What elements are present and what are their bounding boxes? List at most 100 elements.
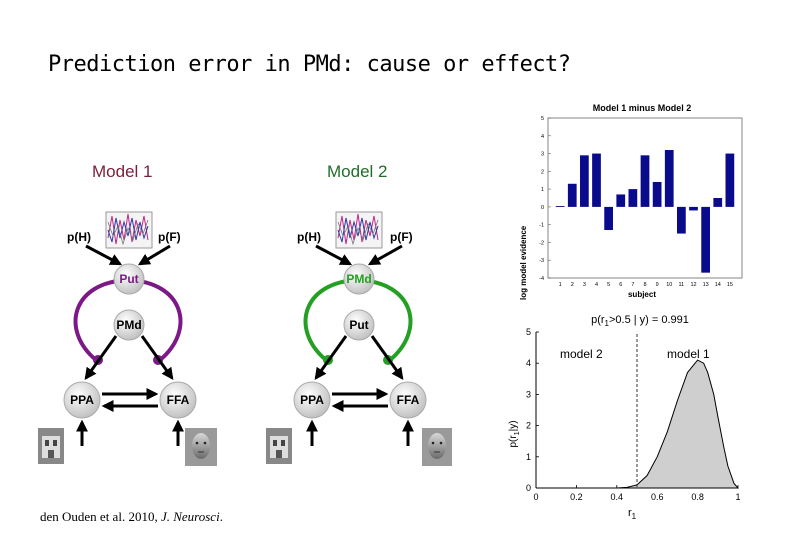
x-tick-label: 1 <box>735 492 740 502</box>
p-f-label: p(F) <box>390 230 413 244</box>
bar <box>555 206 565 207</box>
posterior-chart-ylabel: p(r1|y) <box>508 420 521 447</box>
model-2-region-label: model 2 <box>560 347 603 361</box>
model-2-title: Model 2 <box>327 162 388 181</box>
model-diagrams: p(H) p(F) Put PMd PPA FFA <box>38 211 452 466</box>
stimulus-trace-icon <box>335 211 383 249</box>
model-2-ppa-label: PPA <box>300 393 324 407</box>
x-tick-label: 0 <box>533 492 538 502</box>
posterior-chart: p(r1>0.5 | y) = 0.991 p(r1|y) r1 model 2… <box>508 314 741 521</box>
x-tick-label: 0.2 <box>570 492 583 502</box>
y-tick-label: -3 <box>539 258 544 264</box>
y-tick-label: 3 <box>541 152 544 158</box>
x-tick-label: 11 <box>679 282 685 288</box>
model-1-diagram: p(H) p(F) Put PMd PPA FFA <box>38 211 217 466</box>
model-1-top-node <box>113 263 145 295</box>
model-1-title: Model 1 <box>92 162 153 181</box>
y-tick-label: -1 <box>539 223 544 229</box>
y-tick-label: 5 <box>541 116 544 122</box>
bar <box>567 183 577 207</box>
posterior-chart-title: p(r1>0.5 | y) = 0.991 <box>591 314 689 328</box>
bar <box>628 189 638 207</box>
bar <box>640 155 650 207</box>
y-tick-label: 1 <box>541 187 544 193</box>
x-tick-label: 0.6 <box>651 492 664 502</box>
x-tick-label: 14 <box>715 282 721 288</box>
model-1-middle-node <box>113 309 145 341</box>
x-tick-label: 15 <box>727 282 733 288</box>
x-tick-label: 0.8 <box>691 492 704 502</box>
face-image-icon <box>422 428 452 466</box>
bar-chart-title: Model 1 minus Model 2 <box>593 103 692 113</box>
model-1-ffa-node <box>159 381 197 419</box>
model-2-ffa-label: FFA <box>397 393 420 407</box>
stimulus-trace-icon <box>105 211 153 249</box>
bar <box>592 153 601 207</box>
bar <box>713 198 723 207</box>
density-area <box>616 359 740 489</box>
bar-chart-axes-frame <box>547 117 743 279</box>
bar <box>725 153 735 207</box>
y-tick-label: 5 <box>526 327 531 337</box>
x-tick-label: 5 <box>607 282 610 288</box>
x-tick-label: 3 <box>583 282 586 288</box>
y-tick-label: 2 <box>541 169 544 175</box>
model-1-middle-node-label: PMd <box>116 318 141 332</box>
model-2-middle-node-label: Put <box>349 318 368 332</box>
p-f-label: p(F) <box>158 230 181 244</box>
model-1-ppa-node <box>63 381 101 419</box>
model-2-ffa-node <box>389 381 427 419</box>
x-tick-label: 2 <box>571 282 574 288</box>
model-2-middle-node <box>343 309 375 341</box>
bar <box>677 206 686 234</box>
y-tick-label: 0 <box>526 483 531 493</box>
model-2-top-node-label: PMd <box>346 272 371 286</box>
bar-chart-ylabel: log model evidence <box>519 225 528 300</box>
y-tick-label: 4 <box>541 134 544 140</box>
bar <box>689 206 698 211</box>
y-tick-label: 4 <box>526 358 531 368</box>
x-tick-label: 0.4 <box>611 492 624 502</box>
house-image-icon <box>38 428 64 464</box>
x-tick-label: 13 <box>703 282 709 288</box>
y-tick-label: 1 <box>526 452 531 462</box>
model-1-ffa-label: FFA <box>167 393 190 407</box>
citation: den Ouden et al. 2010, J. Neurosci. <box>40 509 223 524</box>
bar <box>652 182 662 207</box>
model-1-ppa-label: PPA <box>70 393 94 407</box>
x-tick-label: 7 <box>631 282 634 288</box>
model-2-top-node <box>343 263 375 295</box>
p-h-label: p(H) <box>297 230 321 244</box>
model-2-ppa-node <box>293 381 331 419</box>
x-tick-label: 6 <box>619 282 622 288</box>
posterior-chart-ticks: 0 0.2 0.4 0.6 0.8 1 0 1 2 3 4 5 <box>526 327 741 502</box>
bar <box>664 150 674 207</box>
x-tick-label: 1 <box>559 282 562 288</box>
posterior-chart-xlabel: r1 <box>628 507 637 521</box>
x-tick-label: 4 <box>595 282 598 288</box>
model-1-region-label: model 1 <box>667 347 710 361</box>
x-tick-label: 8 <box>643 282 646 288</box>
y-tick-label: -2 <box>539 240 544 246</box>
y-tick-label: 0 <box>541 205 544 211</box>
x-tick-label: 12 <box>690 282 696 288</box>
x-tick-label: 10 <box>666 282 672 288</box>
bar-chart-bars <box>555 150 735 273</box>
model-1-top-node-label: Put <box>119 272 138 286</box>
bar-chart: Model 1 minus Model 2 log model evidence… <box>519 103 743 300</box>
bar <box>616 194 626 207</box>
slide-title: Prediction error in PMd: cause or effect… <box>48 52 571 77</box>
y-tick-label: -4 <box>539 276 544 282</box>
bar-chart-xlabel: subject <box>628 290 656 299</box>
bar <box>580 155 589 207</box>
house-image-icon <box>266 428 292 464</box>
face-image-icon <box>185 428 217 466</box>
y-tick-label: 2 <box>526 421 531 431</box>
p-h-label: p(H) <box>67 230 91 244</box>
x-tick-label: 9 <box>656 282 659 288</box>
y-tick-label: 3 <box>526 389 531 399</box>
model-2-diagram: p(H) p(F) PMd Put PPA FFA <box>266 211 452 466</box>
bar <box>604 206 613 230</box>
bar <box>701 206 710 273</box>
